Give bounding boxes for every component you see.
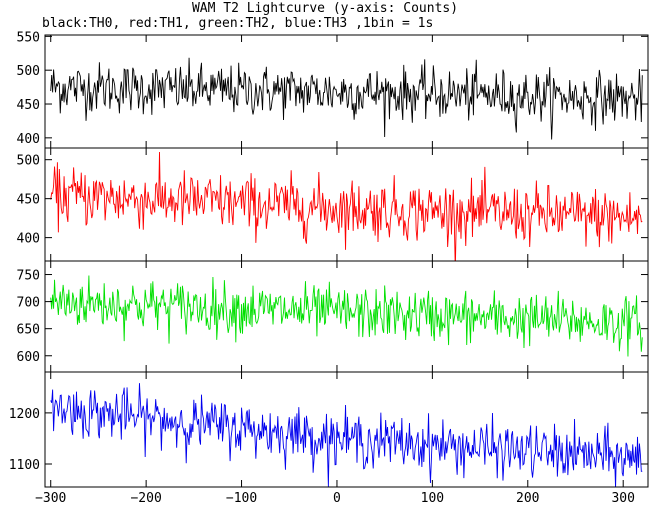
y-tick-label: 550 (17, 30, 40, 45)
y-tick-label: 650 (17, 323, 40, 338)
x-axis-labels: −300 −200 −100 0 100 200 300 (35, 491, 635, 505)
x-tick-label: 100 (421, 491, 444, 505)
y-tick-label: 450 (17, 98, 40, 113)
x-tick-label: −300 (35, 491, 66, 505)
y-tick-label: 600 (17, 350, 40, 365)
panel-frame (44, 371, 649, 488)
panel-th0: 400 450 500 550 (17, 30, 649, 149)
series-line-th2 (50, 275, 643, 357)
panel-th3: 1100 1200 (9, 371, 649, 488)
x-tick-label: −100 (226, 491, 257, 505)
y-tick-label: 450 (17, 193, 40, 208)
series-line-th0 (50, 57, 643, 140)
series-line-th1 (50, 152, 643, 261)
x-tick-label: 300 (611, 491, 634, 505)
y-tick-label: 400 (17, 132, 40, 147)
chart-title: WAM T2 Lightcurve (y-axis: Counts) (191, 1, 459, 16)
y-tick-label: 1200 (9, 407, 40, 422)
x-tick-label: 200 (516, 491, 539, 505)
panels-group: 400 450 500 550 400 450 500 600 650 700 750 1100 120… (9, 30, 649, 488)
x-tick-label: 0 (333, 491, 341, 505)
x-tick-label: −200 (130, 491, 161, 505)
y-tick-label: 500 (17, 64, 40, 79)
y-tick-label: 1100 (9, 458, 40, 473)
y-tick-label: 700 (17, 296, 40, 311)
chart-subtitle: black:TH0, red:TH1, green:TH2, blue:TH3 … (42, 16, 434, 31)
y-tick-label: 500 (17, 154, 40, 169)
panel-th1: 400 450 500 (17, 147, 649, 262)
y-tick-label: 400 (17, 232, 40, 247)
y-tick-label: 750 (17, 269, 40, 284)
series-line-th3 (50, 383, 643, 487)
panel-th2: 600 650 700 750 (17, 260, 649, 373)
